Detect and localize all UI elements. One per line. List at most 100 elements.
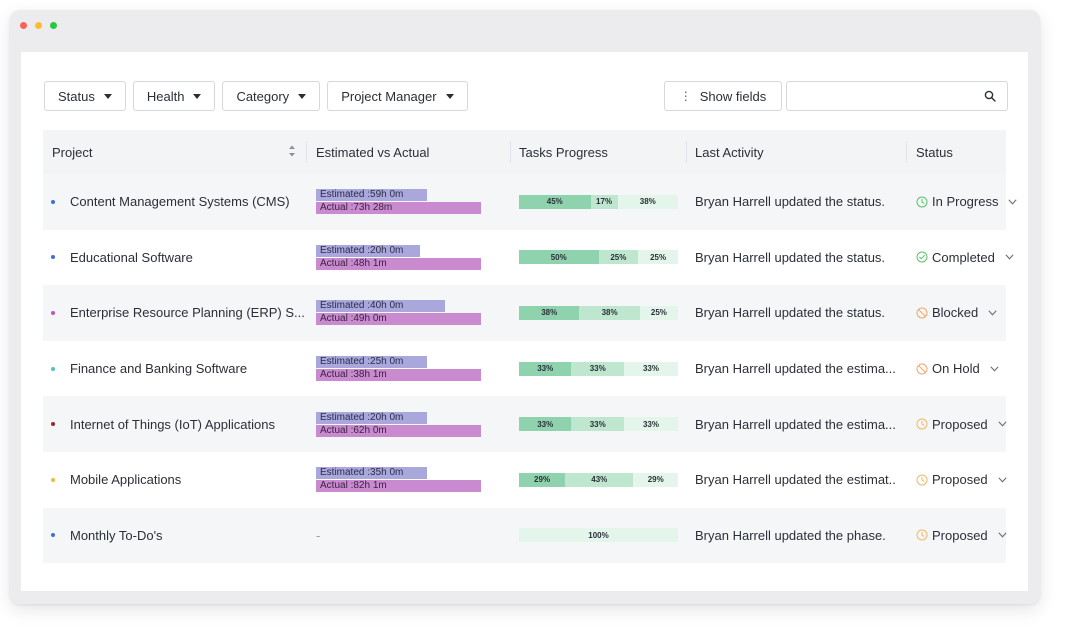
progress-segment: 43% — [565, 472, 634, 487]
tasks-progress-bar: 100% — [519, 528, 678, 543]
blocked-icon — [916, 363, 928, 375]
progress-segment: 50% — [519, 250, 599, 265]
table-row[interactable]: Mobile Applications Estimated :35h 0m Actu… — [43, 452, 1007, 508]
project-name[interactable]: Mobile Applications — [70, 472, 182, 488]
actual-bar: Actual :82h 1m — [316, 480, 481, 493]
tasks-progress-cell: 33% 33% 33% — [519, 341, 678, 397]
last-activity-cell: Bryan Harrell updated the estima... — [695, 416, 896, 432]
sort-icon[interactable] — [288, 144, 296, 158]
chevron-down-icon[interactable] — [998, 532, 1007, 538]
project-cell: Internet of Things (IoT) Applications — [43, 396, 275, 452]
chevron-down-icon[interactable] — [998, 477, 1007, 483]
category-filter-label: Category — [236, 88, 290, 104]
column-divider — [906, 141, 907, 163]
chevron-down-icon[interactable] — [990, 366, 999, 372]
project-name[interactable]: Educational Software — [70, 249, 193, 265]
project-color-dot — [51, 422, 55, 427]
status-dropdown[interactable]: In Progress — [916, 174, 1018, 230]
project-cell: Content Management Systems (CMS) — [43, 174, 290, 230]
column-header-est-vs-actual[interactable]: Estimated vs Actual — [316, 130, 429, 174]
table-row[interactable]: Internet of Things (IoT) Applications Est… — [43, 396, 1007, 452]
status-label: Proposed — [932, 416, 988, 432]
category-filter-button[interactable]: Category — [222, 81, 321, 111]
health-filter-button[interactable]: Health — [132, 81, 216, 111]
column-header-status-label: Status — [916, 144, 953, 160]
status-dropdown[interactable]: Proposed — [916, 452, 1007, 508]
project-name[interactable]: Finance and Banking Software — [70, 361, 248, 377]
status-filter-label: Status — [58, 88, 95, 104]
estimated-vs-actual-cell: Estimated :35h 0m Actual :82h 1m — [316, 452, 481, 508]
status-dropdown[interactable]: On Hold — [916, 341, 999, 397]
tasks-progress-bar: 29% 43% 29% — [519, 472, 678, 487]
last-activity-cell: Bryan Harrell updated the estimat.. — [695, 472, 896, 488]
actual-bar: Actual :73h 28m — [316, 202, 481, 215]
status-label: Blocked — [932, 305, 979, 321]
kebab-icon: ⋮ — [679, 89, 692, 103]
tasks-progress-cell: 100% — [519, 508, 678, 564]
caret-down-icon — [445, 93, 454, 99]
status-label: Proposed — [932, 472, 988, 488]
column-divider — [510, 141, 511, 163]
table-row[interactable]: Finance and Banking Software Estimated :2… — [43, 341, 1006, 397]
clock-icon — [916, 196, 928, 208]
chevron-down-icon[interactable] — [1008, 199, 1018, 205]
search-icon[interactable] — [984, 90, 996, 102]
estimate-empty: - — [316, 527, 321, 543]
search-box[interactable] — [786, 81, 1008, 111]
project-name[interactable]: Content Management Systems (CMS) — [70, 194, 290, 210]
project-color-dot — [51, 366, 55, 371]
status-dropdown[interactable]: Completed — [916, 230, 1014, 286]
column-header-status[interactable]: Status — [916, 130, 953, 174]
estimated-bar: Estimated :25h 0m — [316, 356, 427, 369]
column-divider — [686, 141, 687, 163]
caret-down-icon — [298, 93, 307, 99]
project-manager-filter-button[interactable]: Project Manager — [327, 81, 468, 111]
table-row[interactable]: Monthly To-Do's - 100% Bryan Harrell update… — [43, 507, 1007, 564]
check-circle-icon — [916, 251, 928, 263]
actual-bar: Actual :48h 1m — [316, 257, 481, 270]
project-cell: Enterprise Resource Planning (ERP) S... — [43, 285, 305, 341]
status-filter-button[interactable]: Status — [44, 81, 126, 111]
status-dropdown[interactable]: Proposed — [916, 396, 1007, 452]
tasks-progress-cell: 45% 17% 38% — [519, 174, 678, 230]
status-dropdown[interactable]: Blocked — [916, 285, 997, 341]
column-header-last-activity[interactable]: Last Activity — [695, 130, 764, 174]
estimated-vs-actual-cell: Estimated :40h 0m Actual :49h 0m — [316, 285, 481, 341]
column-header-project-label: Project — [52, 144, 93, 160]
maximize-window-button[interactable] — [50, 22, 57, 29]
health-filter-label: Health — [146, 88, 185, 104]
column-header-last-activity-label: Last Activity — [695, 144, 764, 160]
table-row[interactable]: Content Management Systems (CMS) Estimate… — [43, 174, 1018, 230]
project-name[interactable]: Enterprise Resource Planning (ERP) S... — [70, 305, 305, 321]
project-name[interactable]: Monthly To-Do's — [70, 527, 163, 543]
project-cell: Monthly To-Do's — [43, 508, 163, 564]
column-header-project[interactable]: Project — [52, 130, 92, 174]
table-row[interactable]: Educational Software Estimated :20h 0m Act… — [43, 230, 1014, 286]
progress-segment: 25% — [639, 305, 678, 320]
table-row[interactable]: Enterprise Resource Planning (ERP) S... E… — [43, 285, 1006, 341]
estimated-vs-actual-cell: Estimated :25h 0m Actual :38h 1m — [316, 341, 481, 397]
close-window-button[interactable] — [20, 22, 27, 29]
progress-segment: 33% — [519, 417, 572, 432]
status-dropdown[interactable]: Proposed — [916, 508, 1007, 564]
estimated-vs-actual-cell: Estimated :20h 0m Actual :62h 0m — [316, 396, 481, 452]
table-body: Content Management Systems (CMS) Estimate… — [43, 174, 1018, 564]
show-fields-button[interactable]: ⋮ Show fields — [664, 81, 782, 111]
progress-segment: 17% — [590, 194, 618, 209]
chevron-down-icon[interactable] — [988, 310, 997, 316]
search-input[interactable] — [795, 82, 985, 110]
chevron-down-icon[interactable] — [1005, 254, 1014, 261]
clock-icon — [916, 418, 928, 430]
minimize-window-button[interactable] — [35, 22, 42, 29]
last-activity-cell: Bryan Harrell updated the status. — [695, 249, 886, 265]
chevron-down-icon[interactable] — [998, 421, 1007, 427]
column-header-tasks-progress[interactable]: Tasks Progress — [519, 130, 608, 174]
project-cell: Finance and Banking Software — [43, 341, 247, 397]
filter-bar: Status Health Category Project Manager — [44, 81, 468, 111]
project-name[interactable]: Internet of Things (IoT) Applications — [70, 416, 275, 432]
tasks-progress-bar: 45% 17% 38% — [519, 194, 678, 209]
progress-segment: 33% — [571, 361, 624, 376]
progress-segment: 38% — [579, 305, 640, 320]
estimated-vs-actual-cell: - — [316, 508, 320, 564]
column-header-tasks-progress-label: Tasks Progress — [519, 144, 608, 160]
